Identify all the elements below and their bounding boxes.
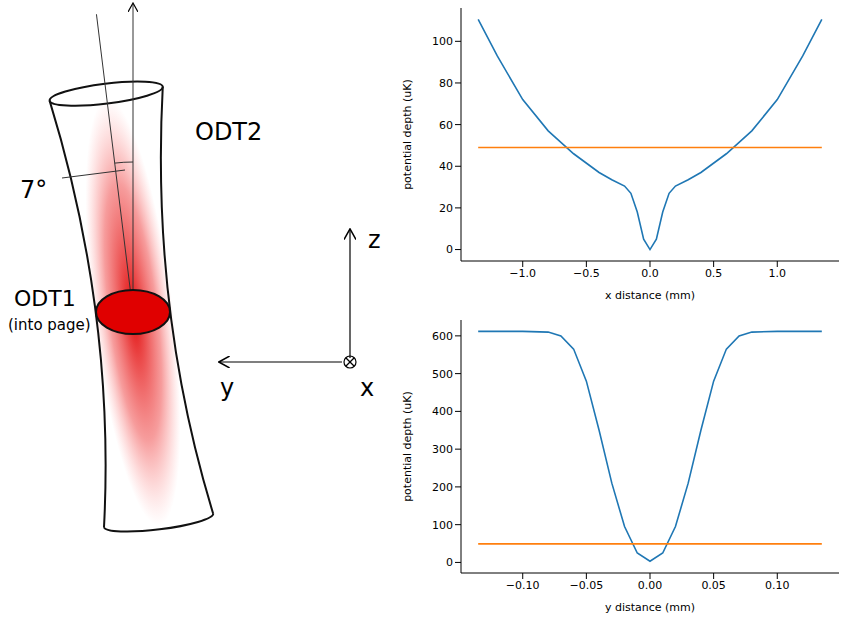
svg-text:0.00: 0.00	[638, 579, 663, 592]
svg-text:0: 0	[446, 243, 453, 256]
svg-text:−0.5: −0.5	[573, 267, 600, 280]
svg-text:400: 400	[432, 405, 453, 418]
svg-text:y distance (mm): y distance (mm)	[605, 601, 695, 614]
svg-text:−0.05: −0.05	[570, 579, 604, 592]
svg-text:−0.10: −0.10	[506, 579, 540, 592]
svg-text:600: 600	[432, 330, 453, 343]
svg-text:(into page): (into page)	[8, 316, 91, 334]
svg-text:500: 500	[432, 368, 453, 381]
svg-text:100: 100	[432, 35, 453, 48]
svg-text:−1.0: −1.0	[509, 267, 536, 280]
svg-text:20: 20	[439, 202, 453, 215]
svg-text:y: y	[220, 374, 234, 402]
svg-text:60: 60	[439, 119, 453, 132]
svg-text:7°: 7°	[20, 176, 47, 204]
svg-text:1.0: 1.0	[769, 267, 787, 280]
svg-text:potential depth (uK): potential depth (uK)	[401, 391, 414, 502]
svg-text:0: 0	[446, 556, 453, 569]
svg-text:200: 200	[432, 481, 453, 494]
svg-text:80: 80	[439, 77, 453, 90]
svg-text:0.0: 0.0	[641, 267, 659, 280]
svg-text:x distance (mm): x distance (mm)	[605, 289, 695, 302]
svg-text:ODT1: ODT1	[14, 286, 76, 311]
svg-text:x: x	[360, 374, 374, 402]
svg-text:40: 40	[439, 160, 453, 173]
svg-text:z: z	[368, 226, 381, 254]
svg-text:potential depth (uK): potential depth (uK)	[401, 79, 414, 190]
svg-text:300: 300	[432, 443, 453, 456]
svg-text:0.5: 0.5	[705, 267, 723, 280]
svg-text:0.10: 0.10	[765, 579, 790, 592]
svg-text:100: 100	[432, 519, 453, 532]
svg-text:ODT2: ODT2	[195, 118, 262, 146]
svg-text:0.05: 0.05	[701, 579, 726, 592]
